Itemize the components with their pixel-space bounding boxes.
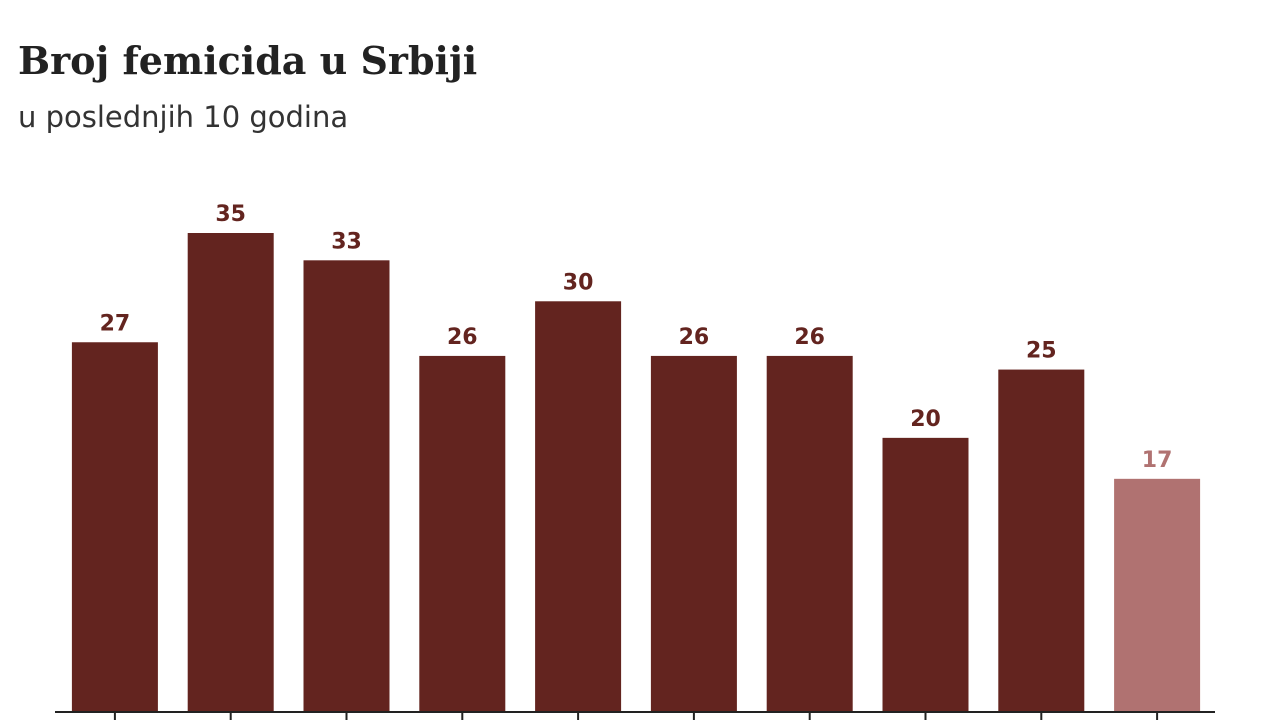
value-label: 25	[1026, 339, 1057, 364]
bar	[766, 355, 853, 711]
bar	[303, 260, 390, 711]
bar	[882, 437, 969, 711]
bar	[650, 355, 737, 711]
bar	[71, 342, 158, 711]
bar	[187, 233, 274, 711]
bar	[998, 369, 1085, 711]
value-label: 35	[215, 202, 246, 227]
value-label: 27	[100, 311, 131, 336]
bar	[535, 301, 622, 711]
value-label: 26	[447, 325, 478, 350]
value-label: 30	[563, 270, 594, 295]
chart-title: Broj femicida u Srbiji	[18, 38, 477, 83]
bar	[1114, 478, 1201, 711]
value-label: 26	[679, 325, 710, 350]
value-label: 33	[331, 229, 362, 254]
bar	[419, 355, 506, 711]
value-label: 20	[910, 407, 941, 432]
value-label: 26	[794, 325, 825, 350]
value-label: 17	[1142, 448, 1173, 473]
chart-subtitle: u poslednjih 10 godina	[18, 100, 348, 134]
